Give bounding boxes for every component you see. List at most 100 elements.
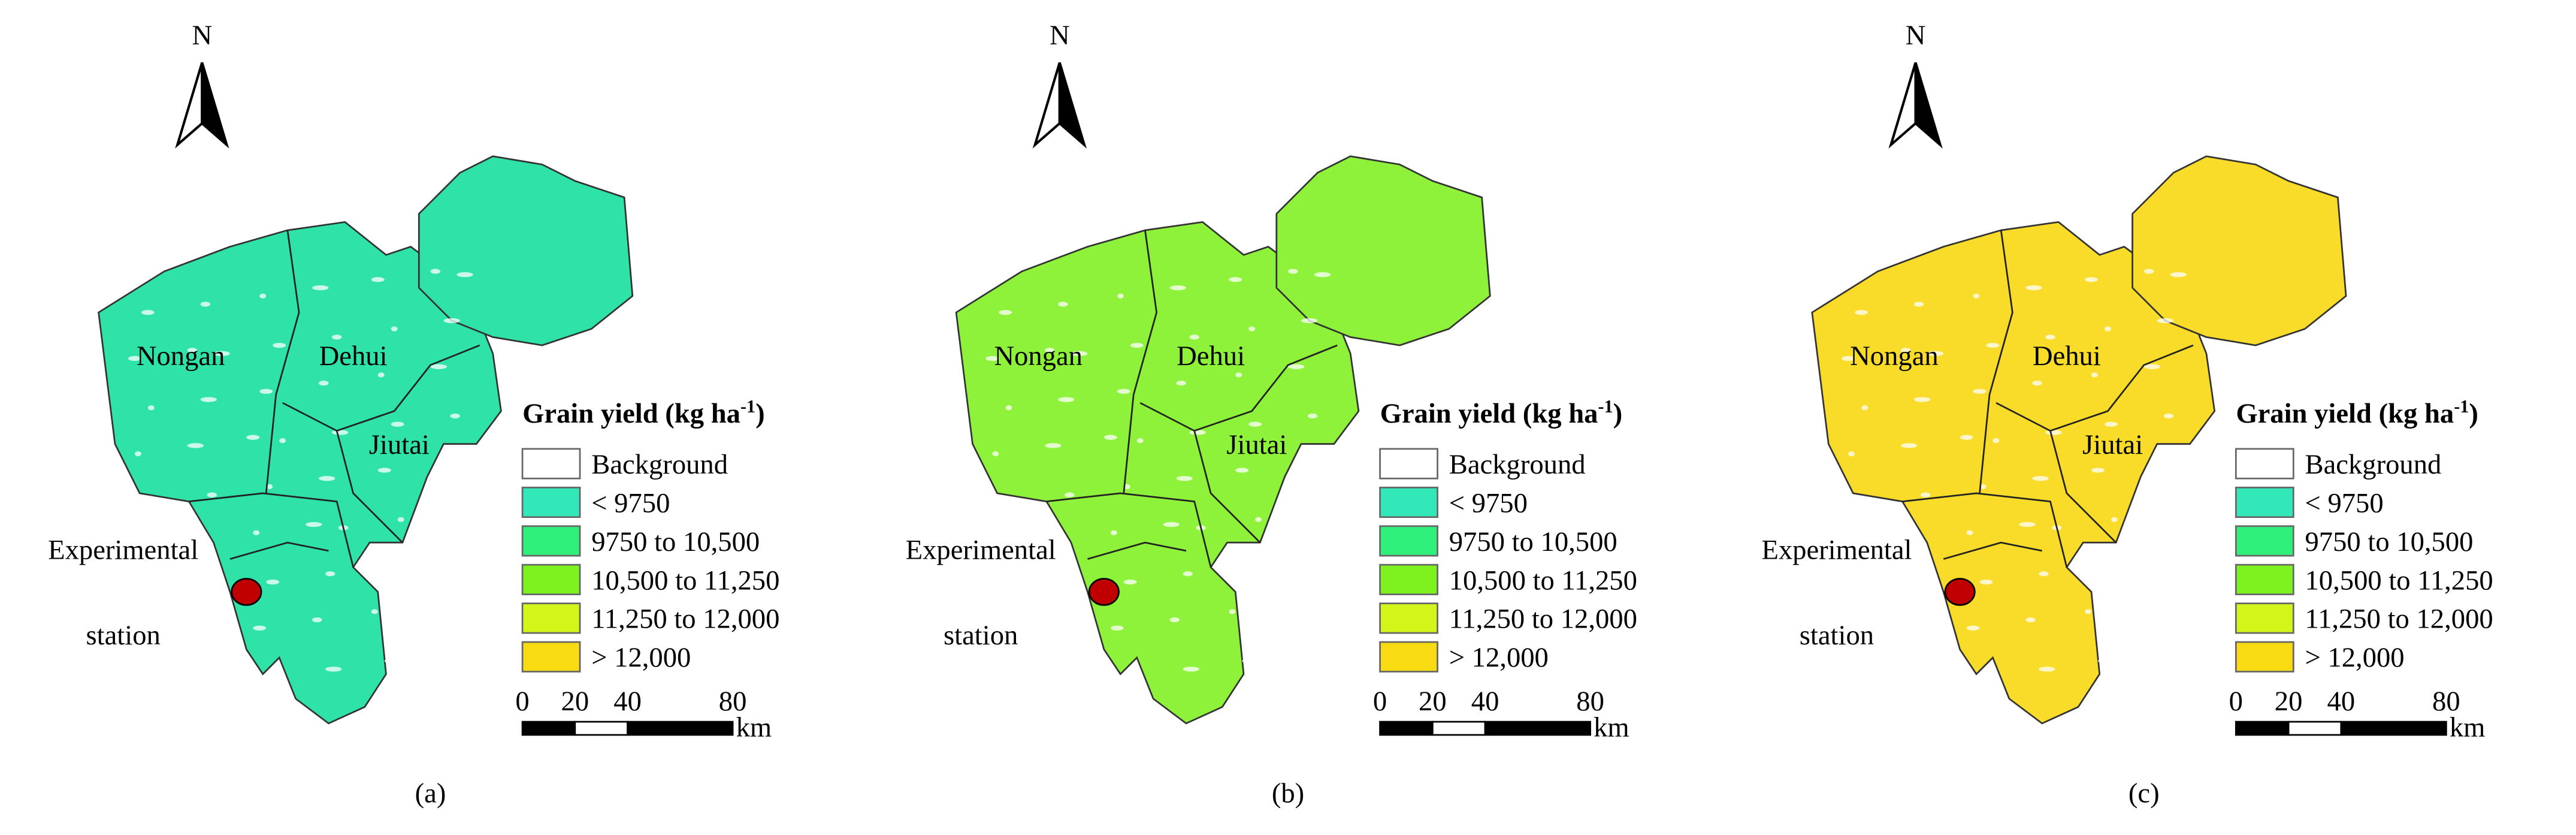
map-speckle bbox=[1163, 522, 1180, 527]
map-speckle bbox=[141, 310, 155, 315]
map-speckle bbox=[2091, 372, 2098, 378]
map-speckle bbox=[1189, 334, 1199, 340]
map-speckle bbox=[1861, 405, 1868, 411]
map-speckle bbox=[437, 554, 453, 560]
scale-label: 20 bbox=[1419, 686, 1447, 717]
legend-swatch bbox=[521, 563, 581, 595]
legend-swatch bbox=[1379, 448, 1438, 480]
map-speckle bbox=[1288, 364, 1305, 369]
map-speckle bbox=[377, 372, 385, 378]
map-speckle bbox=[1288, 269, 1298, 274]
scale-label: 40 bbox=[613, 686, 642, 717]
legend-label: Background bbox=[591, 449, 728, 480]
legend-label: Background bbox=[1449, 449, 1586, 480]
map-speckle bbox=[1058, 397, 1075, 402]
map-speckle bbox=[319, 476, 335, 481]
map-speckle bbox=[2111, 517, 2118, 522]
map-speckle bbox=[187, 348, 198, 353]
map-speckle bbox=[1986, 674, 1993, 680]
map-speckle bbox=[1314, 604, 1325, 610]
map-speckle bbox=[1169, 285, 1186, 291]
scale-segment bbox=[574, 721, 628, 736]
scale-unit: km bbox=[736, 712, 772, 743]
map-speckle bbox=[1169, 617, 1180, 623]
map-speckle bbox=[430, 269, 440, 274]
county-border bbox=[189, 492, 354, 568]
map-speckle bbox=[1065, 492, 1075, 498]
map-speckle bbox=[266, 484, 273, 490]
county-border bbox=[335, 430, 403, 544]
map-speckle bbox=[384, 658, 398, 664]
map-speckle bbox=[1110, 530, 1117, 535]
north-label: N bbox=[192, 20, 212, 51]
legend-swatch bbox=[2235, 641, 2294, 673]
map-speckle bbox=[391, 421, 404, 427]
north-label: N bbox=[1906, 20, 1926, 51]
map-area bbox=[955, 221, 1360, 725]
map-speckle bbox=[1848, 547, 1862, 552]
map-speckle bbox=[154, 264, 168, 269]
map-speckle bbox=[1051, 634, 1068, 639]
map-speckle bbox=[1966, 530, 1973, 535]
map-speckle bbox=[1868, 264, 1881, 269]
legend-swatch bbox=[521, 602, 581, 634]
legend-swatch bbox=[521, 486, 581, 519]
legend-swatch bbox=[521, 525, 581, 557]
legend-swatch bbox=[2235, 602, 2294, 634]
legend-title: Grain yield (kg ha-1) bbox=[1380, 396, 1623, 429]
map-speckle bbox=[2104, 421, 2118, 427]
map-speckle bbox=[1071, 351, 1088, 356]
map-speckle bbox=[1907, 538, 1918, 544]
map-speckle bbox=[325, 571, 335, 577]
panel-label: (c) bbox=[2128, 777, 2160, 809]
legend-swatch bbox=[1379, 602, 1438, 634]
scale-label: 0 bbox=[515, 686, 529, 717]
scale-segment bbox=[521, 721, 576, 736]
scale-segment bbox=[2340, 721, 2447, 736]
map-speckle bbox=[1255, 612, 1269, 617]
region-label: Dehui bbox=[1177, 340, 1245, 372]
legend-title-sup: -1 bbox=[740, 396, 755, 417]
legend-label: 10,500 to 11,250 bbox=[2305, 565, 2493, 596]
station-label: station bbox=[944, 620, 1018, 651]
map-speckle bbox=[1307, 413, 1318, 419]
region-label: Nongan bbox=[137, 340, 225, 372]
map-speckle bbox=[1242, 563, 1249, 568]
map-speckle bbox=[134, 451, 141, 457]
map-speckle bbox=[2091, 468, 2105, 473]
map-speckle bbox=[456, 604, 467, 610]
station-label: Experimental bbox=[906, 535, 1056, 566]
map-speckle bbox=[2097, 658, 2111, 664]
scale-segment bbox=[2235, 721, 2290, 736]
map-speckle bbox=[312, 285, 329, 291]
legend-title-text: ) bbox=[1613, 398, 1623, 429]
map-speckle bbox=[200, 302, 211, 307]
map-area bbox=[418, 155, 634, 346]
legend-swatch bbox=[521, 448, 581, 480]
map-speckle bbox=[2143, 269, 2154, 274]
map-speckle bbox=[259, 388, 273, 394]
map-speckle bbox=[128, 355, 141, 361]
map-speckle bbox=[1229, 609, 1236, 614]
map-speckle bbox=[456, 272, 473, 278]
map-speckle bbox=[1012, 596, 1019, 601]
legend-label: > 12,000 bbox=[1449, 642, 1549, 673]
scale-segment bbox=[2287, 721, 2342, 736]
map-speckle bbox=[999, 642, 1006, 647]
map-speckle bbox=[1842, 355, 1855, 361]
legend-title-sup: -1 bbox=[2454, 396, 2469, 417]
map-speckle bbox=[1979, 579, 1993, 585]
legend-swatch bbox=[1379, 563, 1438, 595]
map-speckle bbox=[2085, 277, 2098, 282]
map-speckle bbox=[273, 674, 280, 680]
legend-title-text: Grain yield (kg ha bbox=[1380, 398, 1598, 429]
map-speckle bbox=[1314, 272, 1331, 278]
map-speckle bbox=[2045, 430, 2062, 435]
map-speckle bbox=[985, 260, 993, 266]
map-speckle bbox=[1012, 264, 1026, 269]
map-speckle bbox=[1294, 459, 1305, 465]
map-speckle bbox=[193, 634, 211, 639]
map-speckle bbox=[2032, 476, 2049, 481]
map-speckle bbox=[1927, 351, 1944, 356]
map-speckle bbox=[128, 260, 135, 266]
